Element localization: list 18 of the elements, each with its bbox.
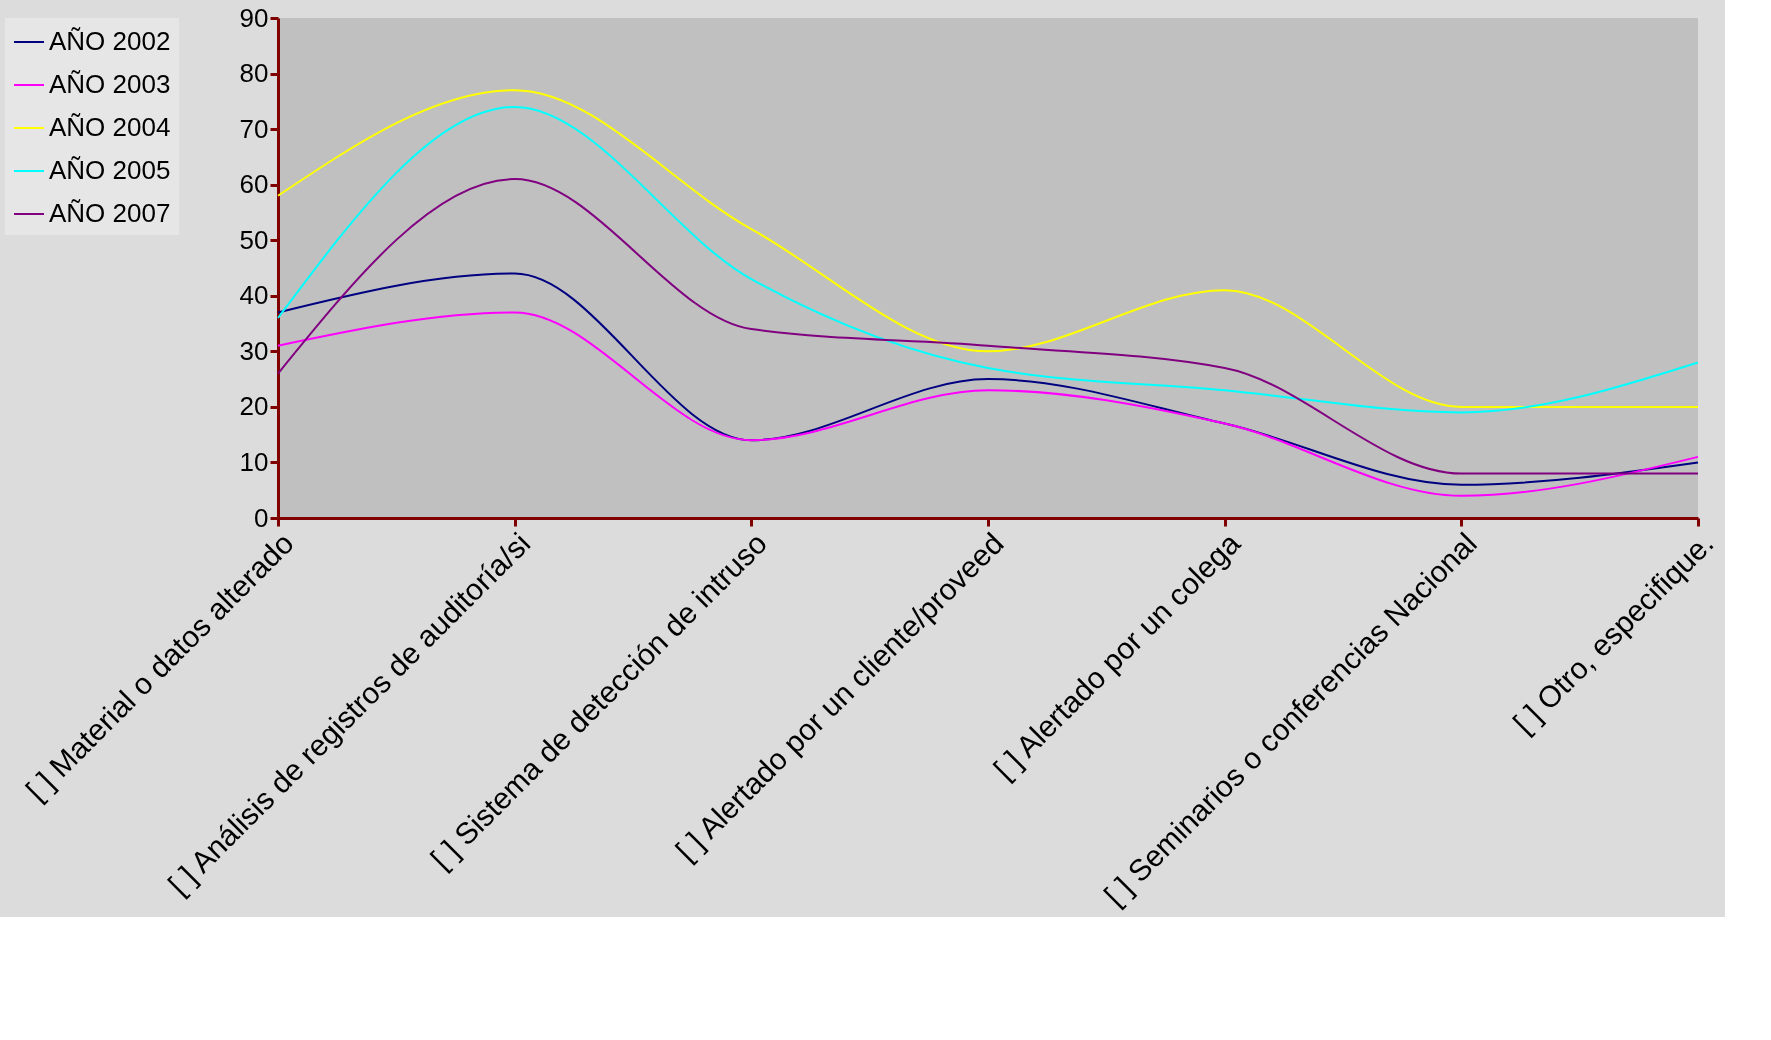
y-tick-label: 70 [239, 113, 269, 144]
y-tick-label: 90 [239, 2, 269, 33]
y-tick-label: 40 [239, 280, 269, 311]
legend-label: AÑO 2004 [49, 112, 171, 142]
y-tick-label: 30 [239, 335, 269, 366]
y-tick-label: 20 [239, 391, 269, 422]
y-tick-label: 80 [239, 58, 269, 89]
legend-label: AÑO 2007 [49, 198, 171, 228]
line-series [277, 311, 1699, 497]
line-series [277, 272, 1699, 486]
line-series [277, 178, 1699, 475]
y-tick-label: 60 [239, 169, 269, 200]
legend-label: AÑO 2003 [49, 69, 171, 99]
legend-label: AÑO 2002 [49, 26, 171, 56]
legend-label: AÑO 2005 [49, 155, 171, 185]
y-tick-label: 50 [239, 224, 269, 255]
y-tick-label: 0 [254, 502, 269, 533]
y-tick-label: 10 [239, 446, 269, 477]
